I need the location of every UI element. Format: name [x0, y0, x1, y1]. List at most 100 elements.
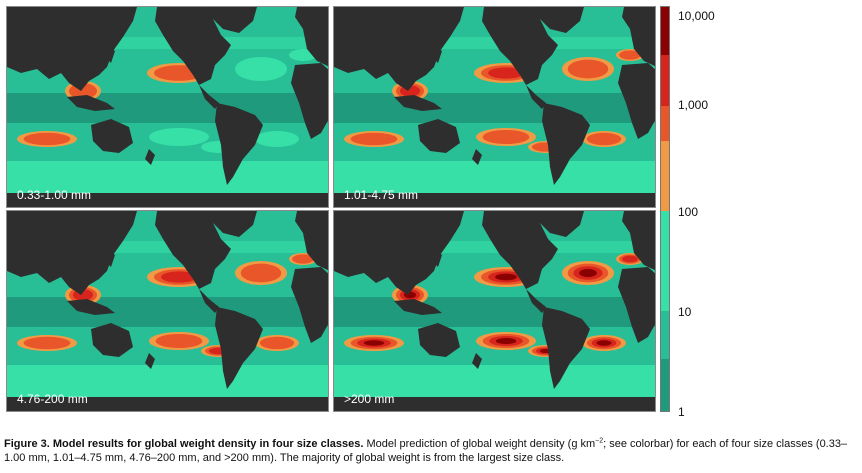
land-central-america	[199, 289, 219, 313]
land-australia	[418, 119, 460, 153]
land-greenland	[207, 211, 257, 237]
hotspot-south-pacific	[495, 337, 517, 345]
hotspot-north-pacific	[488, 67, 524, 79]
colorbar-segment	[661, 106, 669, 141]
colorbar-segment	[661, 359, 669, 411]
colorbar-tick-label: 10,000	[678, 9, 715, 23]
land-japan	[432, 249, 442, 267]
caption-text: ; see colorbar) for each of four size cl…	[4, 438, 848, 464]
land-indonesia	[394, 299, 442, 315]
ocean-southern-band	[7, 365, 328, 397]
land-africa	[291, 267, 328, 343]
land-japan	[432, 45, 442, 63]
ocean-southern-band	[7, 161, 328, 193]
land-north-america	[482, 7, 558, 85]
hotspot-north-pacific	[495, 273, 517, 281]
caption-title: Figure 3. Model results for global weigh…	[4, 438, 364, 450]
land-europe-east	[622, 211, 655, 271]
ocean-southern-band	[334, 365, 655, 397]
land-south-america	[542, 307, 590, 389]
ocean-equatorial-band	[7, 297, 328, 327]
world-map-0	[7, 7, 328, 207]
land-antarctica	[7, 193, 328, 207]
hotspot-indian-south	[23, 336, 71, 350]
colorbar-segment	[661, 55, 669, 106]
land-south-america	[215, 307, 263, 389]
hotspot-south-pacific	[482, 129, 530, 145]
land-africa	[291, 63, 328, 139]
land-central-america	[526, 289, 546, 313]
land-indonesia	[67, 95, 115, 111]
colorbar-tick-label: 1	[678, 405, 685, 419]
land-antarctica	[7, 397, 328, 411]
world-map-1	[334, 7, 655, 207]
map-panel-4.76-200mm: 4.76-200 mm	[6, 210, 329, 412]
hotspot-south-atlantic	[586, 132, 622, 146]
land-north-america	[482, 211, 558, 289]
land-europe-east	[622, 7, 655, 67]
land-north-america	[155, 211, 231, 289]
land-greenland	[534, 7, 584, 33]
land-eurasia	[334, 211, 464, 295]
land-indonesia	[67, 299, 115, 315]
land-new-zealand	[145, 149, 155, 165]
panel-label: >200 mm	[344, 392, 395, 406]
land-north-america	[155, 7, 231, 85]
land-new-zealand	[472, 353, 482, 369]
hotspot-south-pacific	[155, 333, 203, 349]
land-antarctica	[334, 397, 655, 411]
hotspot-north-atlantic	[579, 268, 597, 278]
land-new-zealand	[472, 149, 482, 165]
land-australia	[91, 119, 133, 153]
land-africa	[618, 63, 655, 139]
land-eurasia	[7, 211, 137, 295]
map-panel-1.01-4.75mm: 1.01-4.75 mm	[333, 6, 656, 208]
hotspot-north-atlantic	[240, 263, 282, 283]
map-panel-0.33-1.00mm: 0.33-1.00 mm	[6, 6, 329, 208]
land-japan	[105, 249, 115, 267]
hotspot-south-pacific	[149, 128, 209, 146]
colorbar-segment	[661, 7, 669, 55]
hotspot-mediterranean	[292, 254, 314, 264]
ocean-equatorial-band	[7, 93, 328, 123]
hotspot-indian-south	[363, 340, 385, 346]
land-eurasia	[334, 7, 464, 91]
hotspot-south-atlantic	[255, 131, 299, 147]
land-eurasia	[7, 7, 137, 91]
colorbar-tick-label: 100	[678, 205, 699, 219]
figure-caption: Figure 3. Model results for global weigh…	[4, 437, 858, 465]
caption-text: Model prediction of global weight densit…	[363, 438, 596, 450]
land-south-america	[215, 103, 263, 185]
hotspot-south-atlantic	[596, 340, 612, 346]
land-australia	[91, 323, 133, 357]
land-australia	[418, 323, 460, 357]
hotspot-mediterranean	[619, 50, 641, 60]
colorbar-segment	[661, 311, 669, 359]
caption-exponent: −2	[595, 437, 604, 445]
land-central-america	[526, 85, 546, 109]
land-japan	[105, 45, 115, 63]
land-europe-east	[295, 211, 328, 271]
colorbar-tick-label: 1,000	[678, 98, 709, 112]
hotspot-north-atlantic	[567, 59, 609, 79]
colorbar-segment	[661, 211, 669, 311]
hotspot-indian-south	[23, 132, 71, 146]
land-new-zealand	[145, 353, 155, 369]
ocean-equatorial-band	[334, 93, 655, 123]
land-greenland	[207, 7, 257, 33]
land-indonesia	[394, 95, 442, 111]
hotspot-indian-south	[350, 132, 398, 146]
panel-label: 4.76-200 mm	[17, 392, 88, 406]
land-greenland	[534, 211, 584, 237]
world-map-3	[334, 211, 655, 411]
map-panel-over-200mm: >200 mm	[333, 210, 656, 412]
ocean-equatorial-band	[334, 297, 655, 327]
colorbar	[660, 6, 670, 412]
land-africa	[618, 267, 655, 343]
land-central-america	[199, 85, 219, 109]
hotspot-north-pacific	[161, 271, 197, 283]
land-antarctica	[334, 193, 655, 207]
panel-label: 0.33-1.00 mm	[17, 188, 92, 202]
hotspot-mediterranean	[622, 255, 638, 263]
world-map-2	[7, 211, 328, 411]
